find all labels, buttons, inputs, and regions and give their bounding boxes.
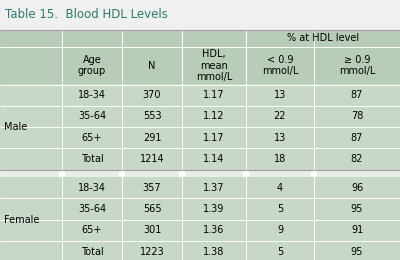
Text: 1.36: 1.36 (203, 225, 225, 235)
Text: 370: 370 (143, 90, 161, 100)
Text: 1.17: 1.17 (203, 133, 225, 143)
Text: 357: 357 (143, 183, 161, 193)
Text: Age
group: Age group (78, 55, 106, 76)
Text: Female: Female (4, 215, 39, 225)
Bar (311, 170, 317, 177)
Text: 301: 301 (143, 225, 161, 235)
Text: 1.39: 1.39 (203, 204, 225, 214)
Text: 18: 18 (274, 154, 286, 164)
Text: 78: 78 (351, 112, 363, 121)
Text: Total: Total (81, 154, 103, 164)
Text: 18-34: 18-34 (78, 183, 106, 193)
Text: 4: 4 (277, 183, 283, 193)
Bar (122, 47, 182, 84)
Bar (0, 148, 400, 170)
Text: 65+: 65+ (82, 133, 102, 143)
Text: 553: 553 (143, 112, 161, 121)
Text: < 0.9
mmol/L: < 0.9 mmol/L (262, 55, 298, 76)
Text: Table 15.  Blood HDL Levels: Table 15. Blood HDL Levels (5, 8, 168, 21)
Bar (0, 198, 400, 220)
Text: 1.17: 1.17 (203, 90, 225, 100)
Text: 82: 82 (351, 154, 363, 164)
Text: 13: 13 (274, 90, 286, 100)
Bar (179, 170, 185, 177)
Bar (0, 177, 400, 198)
Bar (246, 47, 314, 84)
Text: 1214: 1214 (140, 154, 164, 164)
Bar (246, 30, 400, 47)
Bar (0, 106, 400, 127)
Bar (0, 47, 62, 84)
Text: 35-64: 35-64 (78, 204, 106, 214)
Text: 9: 9 (277, 225, 283, 235)
Text: 1.37: 1.37 (203, 183, 225, 193)
Bar (119, 170, 125, 177)
Text: 87: 87 (351, 133, 363, 143)
Text: % at HDL level: % at HDL level (287, 33, 359, 43)
Bar (0, 84, 400, 106)
Text: 1.14: 1.14 (203, 154, 225, 164)
Bar (243, 170, 249, 177)
Text: HDL,
mean
mmol/L: HDL, mean mmol/L (196, 49, 232, 82)
Bar (0, 0, 400, 30)
Text: 1.38: 1.38 (203, 247, 225, 257)
Text: 291: 291 (143, 133, 161, 143)
Text: ≥ 0.9
mmol/L: ≥ 0.9 mmol/L (339, 55, 375, 76)
Bar (0, 30, 246, 47)
Bar (182, 47, 246, 84)
Bar (0, 220, 400, 241)
Text: 91: 91 (351, 225, 363, 235)
Text: 18-34: 18-34 (78, 90, 106, 100)
Text: 1.12: 1.12 (203, 112, 225, 121)
Text: 565: 565 (143, 204, 161, 214)
Text: 22: 22 (274, 112, 286, 121)
Text: 65+: 65+ (82, 225, 102, 235)
Text: 95: 95 (351, 247, 363, 257)
Text: N: N (148, 61, 156, 71)
Text: 95: 95 (351, 204, 363, 214)
Bar (59, 170, 65, 177)
Text: 5: 5 (277, 247, 283, 257)
Bar (62, 47, 122, 84)
Text: 35-64: 35-64 (78, 112, 106, 121)
Bar (0, 170, 400, 177)
Text: 87: 87 (351, 90, 363, 100)
Text: 96: 96 (351, 183, 363, 193)
Text: 5: 5 (277, 204, 283, 214)
Text: 1223: 1223 (140, 247, 164, 257)
Bar (314, 47, 400, 84)
Bar (0, 241, 400, 260)
Text: Male: Male (4, 122, 27, 132)
Text: 13: 13 (274, 133, 286, 143)
Bar (0, 127, 400, 148)
Text: Total: Total (81, 247, 103, 257)
